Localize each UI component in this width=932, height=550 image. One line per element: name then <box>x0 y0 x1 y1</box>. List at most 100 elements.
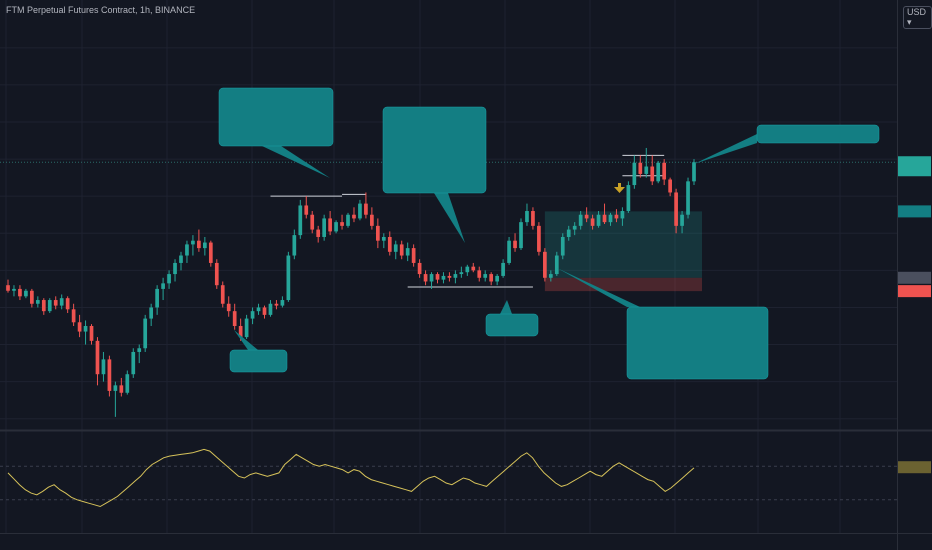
candle-body <box>471 266 476 271</box>
candle-body <box>208 242 213 263</box>
candle-body <box>155 288 159 308</box>
price-badge <box>898 271 931 284</box>
candle-body <box>572 225 577 230</box>
candle-body <box>358 203 362 219</box>
stop-loss-zone <box>544 277 702 292</box>
candle-body <box>6 285 10 291</box>
candle-body <box>399 244 404 256</box>
candle-body <box>214 262 219 286</box>
candle-body <box>554 255 559 275</box>
candle-body <box>161 283 165 289</box>
candle-body <box>334 222 338 232</box>
candle-body <box>149 307 154 319</box>
currency-label: USD <box>907 7 927 17</box>
chart-title: FTM Perpetual Futures Contract, 1h, BINA… <box>6 5 196 15</box>
candle-body <box>173 262 177 275</box>
candle-body <box>387 236 392 252</box>
candle-body <box>477 270 482 278</box>
candle-body <box>30 290 34 304</box>
take-profit-zone <box>544 211 702 278</box>
candle-body <box>298 205 303 236</box>
candle-body <box>18 288 22 297</box>
candle-body <box>447 275 452 278</box>
callout-pointer <box>234 330 258 350</box>
candle-body <box>680 214 684 226</box>
candle-body <box>77 322 82 332</box>
candle-body <box>203 242 207 249</box>
callout-pointer <box>434 193 465 243</box>
chevron-down-icon: ▾ <box>907 17 912 27</box>
candle-body <box>238 326 243 338</box>
callout-box <box>218 87 334 147</box>
candle-body <box>435 274 440 280</box>
callout-pointer <box>694 134 757 164</box>
candle-body <box>322 218 327 237</box>
candle-body <box>280 300 285 306</box>
candle-body <box>531 211 535 226</box>
candle-body <box>375 225 380 241</box>
candle-body <box>441 275 446 280</box>
currency-selector[interactable]: USD ▾ <box>903 6 932 29</box>
candle-body <box>507 240 511 263</box>
candle-body <box>489 274 494 282</box>
candle-body <box>566 229 571 237</box>
candle-body <box>525 211 529 223</box>
candle-body <box>191 240 195 245</box>
candle-body <box>24 290 28 297</box>
candle-body <box>644 166 649 174</box>
candle-body <box>95 340 100 375</box>
candle-body <box>578 214 583 226</box>
candle-body <box>220 285 225 304</box>
candle-body <box>537 225 541 252</box>
candle-body <box>101 359 106 375</box>
candle-body <box>429 274 434 282</box>
candle-body <box>608 214 613 223</box>
candle-body <box>274 303 279 306</box>
candle-body <box>125 374 130 393</box>
candle-body <box>131 351 136 375</box>
candle-body <box>626 185 631 212</box>
candle-body <box>560 236 565 256</box>
price-badge <box>898 285 931 298</box>
candle-body <box>244 318 249 338</box>
candle-body <box>411 248 416 263</box>
candle-body <box>232 311 237 326</box>
candle-body <box>614 214 619 219</box>
candle-body <box>262 307 267 315</box>
candle-body <box>310 214 315 230</box>
candle-body <box>53 300 58 306</box>
candle-body <box>328 218 332 232</box>
callout-pointer <box>500 300 512 314</box>
candle-body <box>250 311 255 319</box>
callout-box <box>626 306 769 380</box>
candle-body <box>113 385 118 391</box>
candle-body <box>65 298 70 310</box>
candle-body <box>35 300 40 304</box>
candle-body <box>662 162 667 180</box>
candle-body <box>59 298 64 306</box>
candle-body <box>543 251 547 278</box>
candle-body <box>197 240 201 249</box>
candle-body <box>686 181 690 215</box>
candle-body <box>381 236 386 241</box>
candle-body <box>137 348 142 352</box>
candle-body <box>316 229 321 237</box>
rsi-current-badge <box>898 461 931 474</box>
candle-body <box>692 162 696 182</box>
candle-body <box>185 244 189 256</box>
candle-body <box>405 248 410 256</box>
candle-body <box>656 162 661 182</box>
candle-body <box>292 235 297 256</box>
candle-body <box>179 255 183 263</box>
candle-body <box>346 214 350 226</box>
candle-body <box>596 214 601 226</box>
candle-body <box>340 222 344 226</box>
candle-body <box>668 179 672 193</box>
candle-body <box>417 262 422 275</box>
price-badge <box>898 205 931 218</box>
callout-box <box>756 124 880 144</box>
candle-body <box>584 214 589 219</box>
candle-body <box>602 214 607 223</box>
candle-body <box>465 266 470 273</box>
